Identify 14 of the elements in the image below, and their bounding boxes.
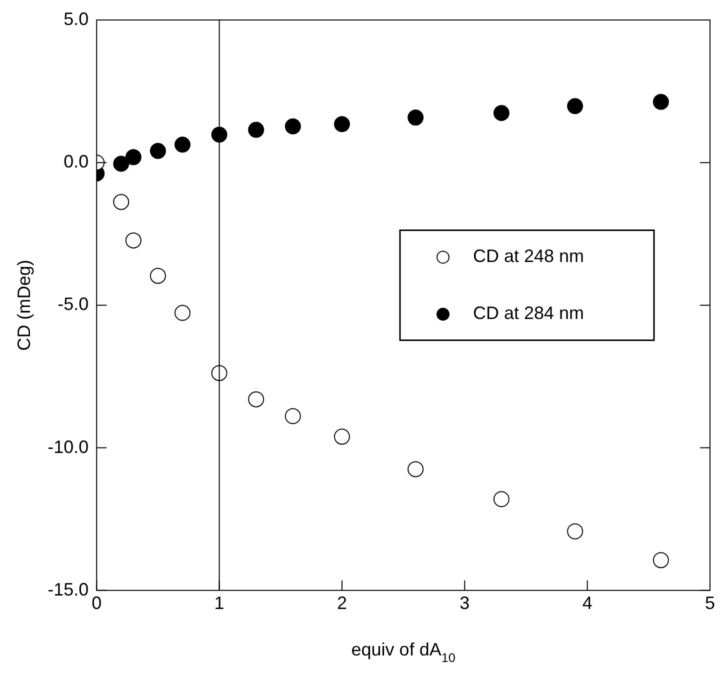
x-tick-label: 0 — [92, 593, 102, 614]
y-tick-label: -10.0 — [48, 436, 89, 457]
legend-label: CD at 248 nm — [473, 246, 584, 266]
legend-label: CD at 284 nm — [473, 303, 584, 324]
x-tick-label: 4 — [582, 593, 592, 614]
x-tick-label: 3 — [460, 593, 470, 614]
x-tick-label: 2 — [336, 593, 347, 614]
y-tick-label: -5.0 — [58, 294, 89, 314]
y-tick-label: 5.0 — [64, 8, 89, 29]
y-axis-title: CD (mDeg) — [14, 260, 34, 351]
y-tick-label: 0.0 — [64, 152, 89, 172]
x-tick-label: 5 — [704, 593, 716, 614]
y-tick-label: -15.0 — [48, 579, 89, 600]
x-tick-label: 1 — [214, 593, 224, 614]
